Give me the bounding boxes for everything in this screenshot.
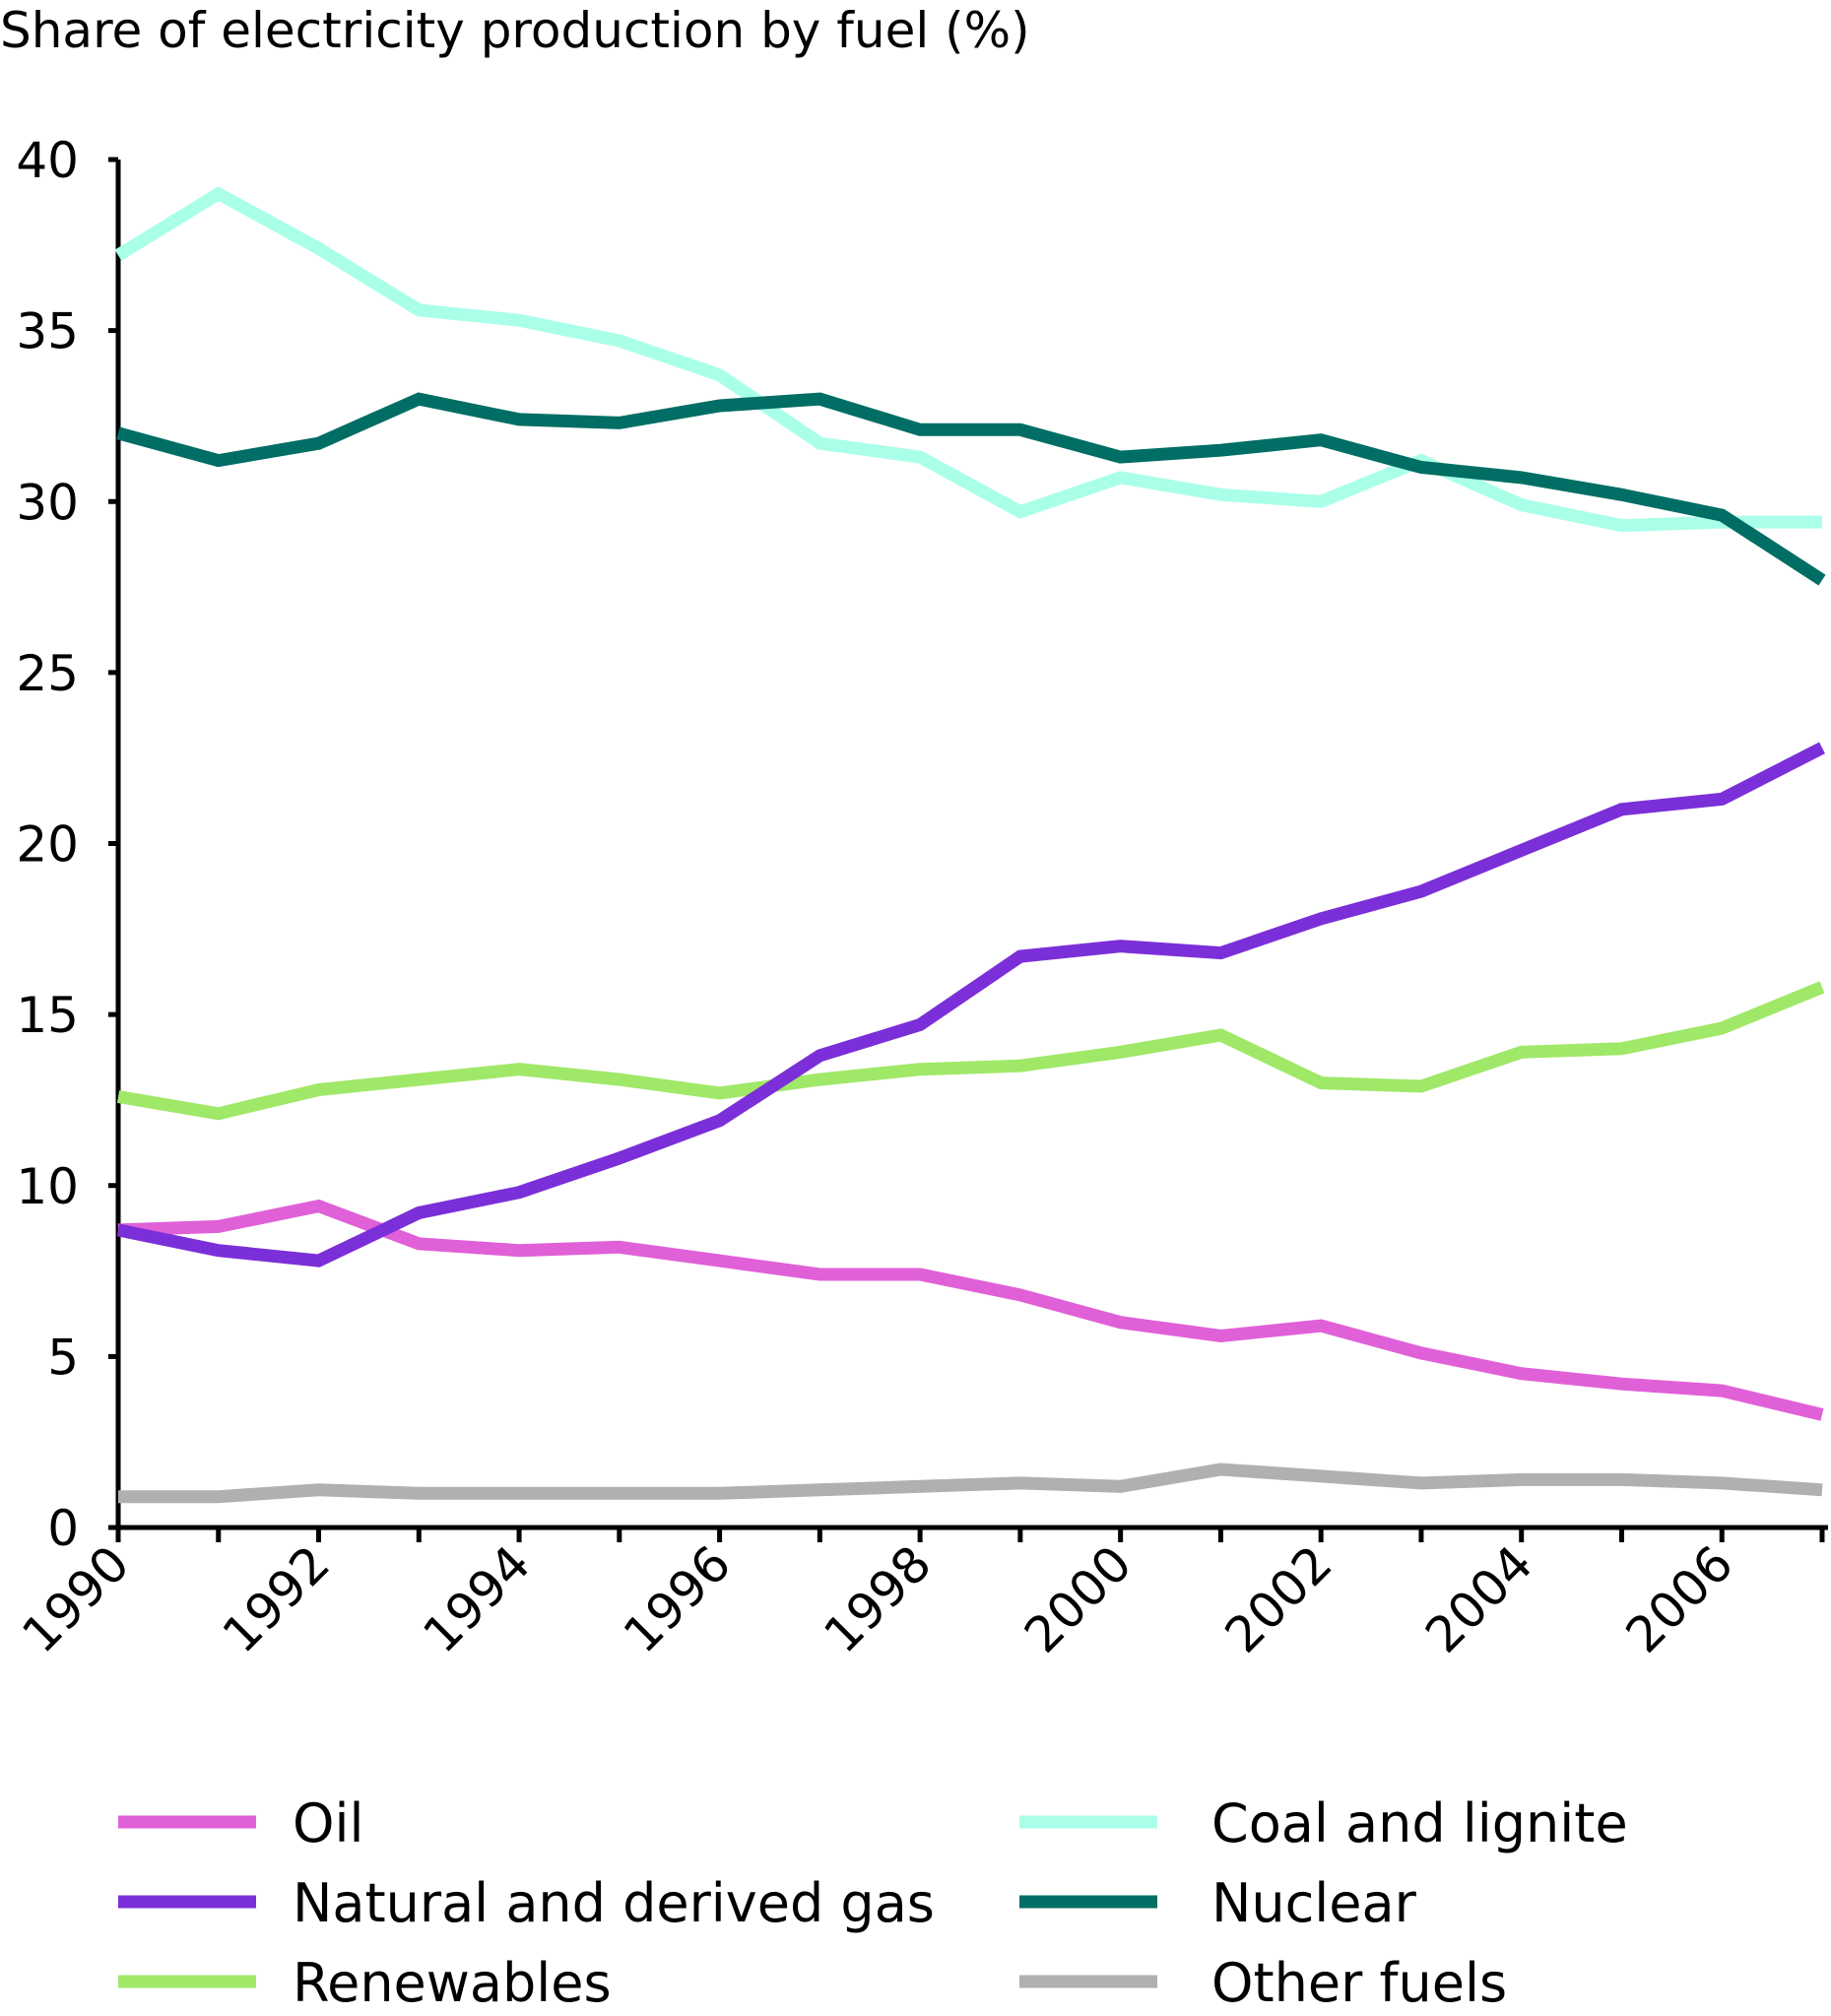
- y-tick-label: 10: [16, 1158, 79, 1215]
- legend-item: Oil: [118, 1792, 364, 1854]
- legend-label: Coal and lignite: [1211, 1792, 1628, 1854]
- x-tick-label: 1992: [212, 1534, 341, 1663]
- x-tick-label: 1994: [413, 1534, 542, 1663]
- x-tick-label: 2004: [1414, 1534, 1543, 1663]
- series-line-other-fuels: [118, 1463, 1823, 1504]
- series-line-oil: [117, 1199, 1824, 1421]
- legend-label: Oil: [293, 1792, 364, 1854]
- legend-item: Natural and derived gas: [118, 1872, 935, 1934]
- y-tick-label: 20: [16, 816, 79, 874]
- legend-item: Nuclear: [1019, 1872, 1417, 1934]
- y-tick-label: 40: [16, 132, 79, 189]
- y-tick-label: 35: [16, 303, 79, 360]
- series-line-renewables: [116, 981, 1825, 1121]
- legend-label: Renewables: [293, 1952, 612, 2014]
- legend: Oil Natural and derived gas Renewables Coal…: [118, 1792, 1628, 2014]
- y-tick-label: 30: [16, 474, 79, 531]
- x-tick-label: 1996: [613, 1534, 742, 1663]
- series-line-nuclear: [116, 392, 1826, 586]
- legend-label: Other fuels: [1211, 1952, 1507, 2014]
- legend-label: Nuclear: [1211, 1872, 1417, 1934]
- chart-title: Share of electricity production by fuel …: [0, 2, 1030, 59]
- legend-label: Natural and derived gas: [293, 1872, 935, 1934]
- y-tick-label: 15: [16, 987, 79, 1044]
- legend-item: Other fuels: [1019, 1952, 1507, 2014]
- y-tick-label: 5: [47, 1329, 79, 1386]
- x-tick-label: 1998: [814, 1534, 943, 1663]
- y-tick-label: 25: [16, 645, 79, 702]
- series-line-coal-and-lignite: [114, 186, 1822, 533]
- series-lines: [114, 186, 1826, 1504]
- legend-item: Coal and lignite: [1019, 1792, 1628, 1854]
- series-line-natural-and-derived-gas: [116, 742, 1825, 1268]
- y-tick-label: 0: [47, 1500, 79, 1557]
- x-tick-label: 2000: [1014, 1534, 1143, 1663]
- x-tick-label: 2002: [1214, 1534, 1343, 1663]
- legend-item: Renewables: [118, 1952, 612, 2014]
- x-tick-label: 2006: [1615, 1534, 1744, 1663]
